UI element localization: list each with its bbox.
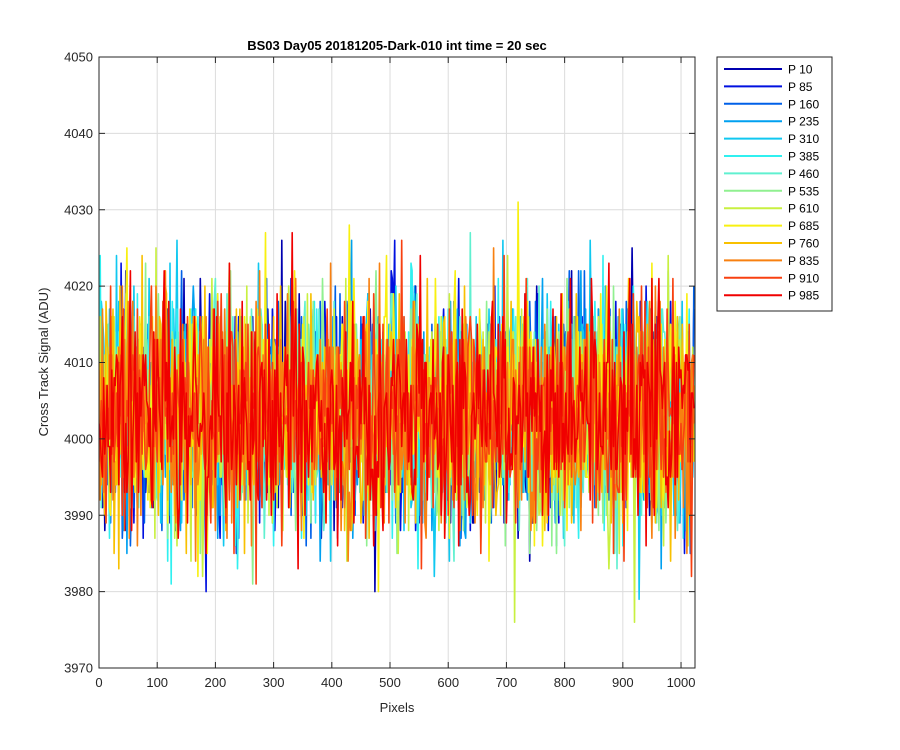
legend-label: P 385 <box>788 150 819 164</box>
y-axis-label: Cross Track Signal (ADU) <box>36 288 51 437</box>
y-tick-label: 3990 <box>64 508 93 523</box>
x-tick-label: 400 <box>321 675 343 690</box>
series-lines <box>99 201 695 624</box>
legend-label: P 10 <box>788 63 813 77</box>
chart-title: BS03 Day05 20181205-Dark-010 int time = … <box>247 38 547 53</box>
y-tick-label: 4040 <box>64 126 93 141</box>
legend-label: P 685 <box>788 219 819 233</box>
x-tick-label: 300 <box>263 675 285 690</box>
y-tick-label: 3970 <box>64 661 93 676</box>
series-line <box>99 239 695 585</box>
legend-label: P 460 <box>788 167 819 181</box>
x-tick-label: 0 <box>95 675 102 690</box>
x-tick-label: 800 <box>554 675 576 690</box>
legend-label: P 910 <box>788 271 819 285</box>
x-tick-label: 1000 <box>667 675 696 690</box>
legend-label: P 535 <box>788 184 819 198</box>
y-tick-label: 4010 <box>64 355 93 370</box>
x-tick-label: 600 <box>437 675 459 690</box>
legend-label: P 760 <box>788 237 819 251</box>
y-tick-label: 3980 <box>64 584 93 599</box>
x-tick-label: 200 <box>205 675 227 690</box>
y-tick-label: 4030 <box>64 202 93 217</box>
y-tick-label: 4000 <box>64 431 93 446</box>
legend-label: P 835 <box>788 254 819 268</box>
legend-label: P 985 <box>788 289 819 303</box>
legend-label: P 235 <box>788 115 819 129</box>
y-tick-label: 4020 <box>64 279 93 294</box>
series-line <box>99 231 695 570</box>
y-tick-label: 4050 <box>64 50 93 65</box>
x-tick-label: 700 <box>496 675 518 690</box>
legend-label: P 85 <box>788 80 813 94</box>
x-tick-label: 900 <box>612 675 634 690</box>
legend: P 10 P 85 P 160 P 235 P 310 P 385 P 460 P 535 P … <box>716 56 833 312</box>
x-tick-label: 100 <box>146 675 168 690</box>
x-tick-label: 500 <box>379 675 401 690</box>
legend-box <box>716 56 833 312</box>
legend-label: P 160 <box>788 97 819 111</box>
legend-label: P 610 <box>788 202 819 216</box>
x-axis-label: Pixels <box>380 700 415 715</box>
legend-label: P 310 <box>788 132 819 146</box>
axis-ticks: 0 100 200 300 400 500 600 700 800 900 1000 3970 3980… <box>64 50 695 691</box>
